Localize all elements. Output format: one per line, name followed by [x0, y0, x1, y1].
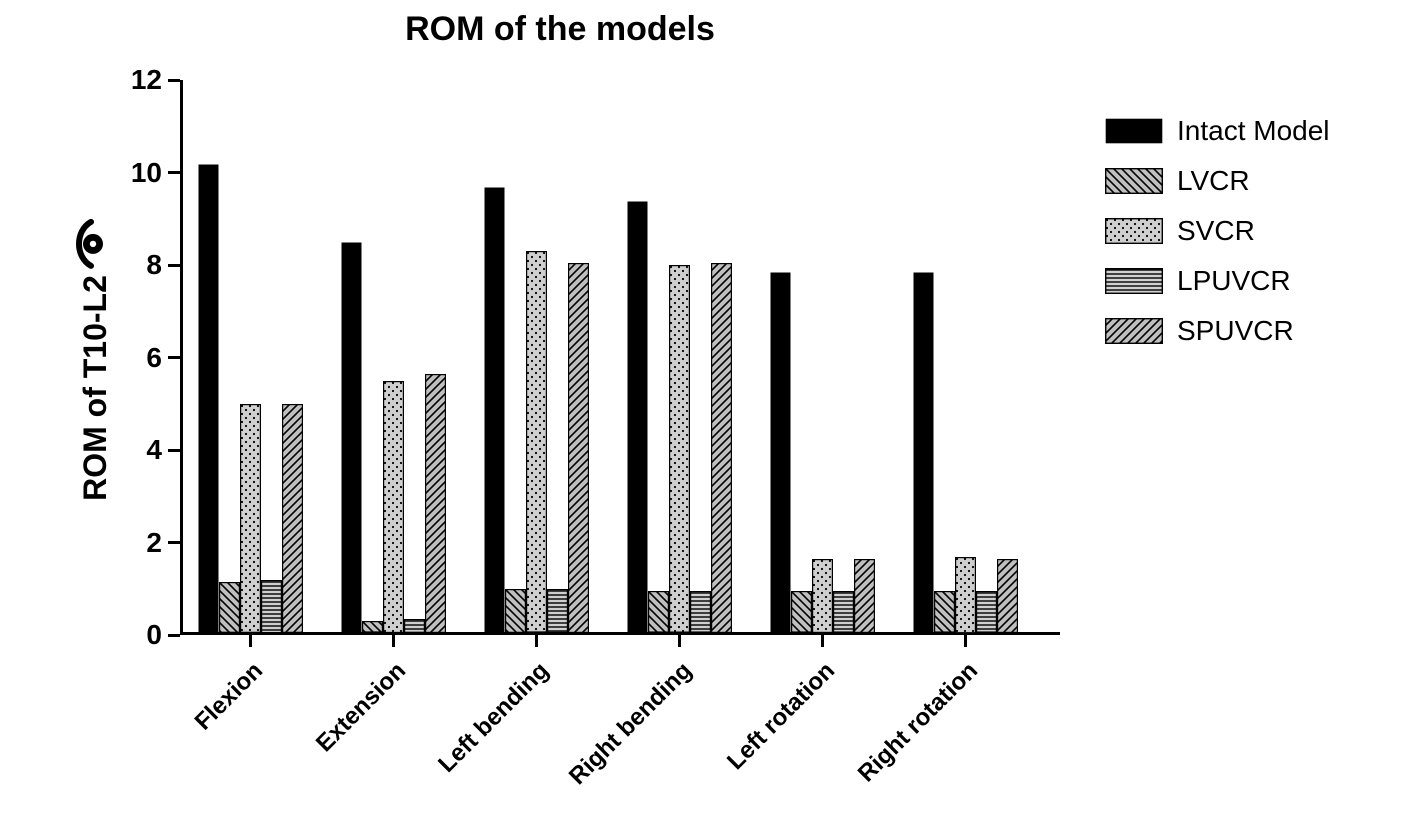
x-tick-label: Right rotation: [852, 657, 983, 788]
x-tick: [678, 635, 681, 647]
legend-label: Intact Model: [1177, 115, 1330, 147]
bar: [341, 242, 362, 633]
y-axis-label-text: ROM of T10-L2: [77, 275, 114, 501]
bar: [913, 272, 934, 633]
y-tick-label: 2: [146, 527, 180, 559]
legend-label: SVCR: [1177, 215, 1255, 247]
bar: [547, 589, 568, 633]
bar: [627, 201, 648, 633]
bar: [484, 187, 505, 633]
bar: [934, 591, 955, 633]
bar: [568, 263, 589, 633]
x-tick-label: Left bending: [433, 657, 555, 779]
legend-label: LVCR: [1177, 165, 1250, 197]
legend-item: Intact Model: [1105, 115, 1330, 147]
x-tick: [249, 635, 252, 647]
legend-swatch: [1105, 318, 1163, 344]
x-tick: [535, 635, 538, 647]
y-tick-label: 4: [146, 434, 180, 466]
x-tick-label: Flexion: [189, 657, 268, 736]
bar: [219, 582, 240, 633]
y-tick-label: 8: [146, 249, 180, 281]
bar: [669, 265, 690, 633]
legend-swatch: [1105, 168, 1163, 194]
eye-degree-icon: [73, 219, 117, 269]
legend-item: SPUVCR: [1105, 315, 1330, 347]
bar: [362, 621, 383, 633]
chart-title: ROM of the models: [50, 10, 1070, 49]
x-tick: [821, 635, 824, 647]
bar: [404, 619, 425, 633]
bar: [833, 591, 854, 633]
bar: [812, 559, 833, 633]
bar: [997, 559, 1018, 633]
y-tick-label: 6: [146, 342, 180, 374]
chart-container: ROM of the models ROM of T10-L2: [50, 10, 1370, 830]
legend-item: LVCR: [1105, 165, 1330, 197]
y-axis-line: [180, 80, 183, 635]
legend: Intact Model LVCR SVCR LPUVCR SPUVCR: [1105, 115, 1330, 347]
bar: [955, 557, 976, 633]
legend-label: SPUVCR: [1177, 315, 1294, 347]
x-tick-label: Extension: [310, 657, 411, 758]
bar: [505, 589, 526, 633]
y-tick-label: 10: [131, 157, 180, 189]
bar: [282, 404, 303, 633]
plot-area: 024681012FlexionExtensionLeft bendingRig…: [180, 80, 1060, 635]
bar: [976, 591, 997, 633]
bar: [240, 404, 261, 633]
bar: [526, 251, 547, 633]
legend-item: LPUVCR: [1105, 265, 1330, 297]
bar: [854, 559, 875, 633]
x-tick-label: Left rotation: [722, 657, 841, 776]
legend-swatch: [1105, 118, 1163, 144]
bar: [648, 591, 669, 633]
bar: [261, 580, 282, 633]
y-axis-label: ROM of T10-L2: [73, 219, 117, 501]
bar: [770, 272, 791, 633]
y-tick-label: 12: [131, 64, 180, 96]
y-tick-label: 0: [146, 619, 180, 651]
legend-swatch: [1105, 268, 1163, 294]
legend-item: SVCR: [1105, 215, 1330, 247]
bar: [791, 591, 812, 633]
bar: [383, 381, 404, 633]
x-tick: [964, 635, 967, 647]
legend-swatch: [1105, 218, 1163, 244]
bar: [711, 263, 732, 633]
bar: [198, 164, 219, 633]
bar: [425, 374, 446, 633]
legend-label: LPUVCR: [1177, 265, 1291, 297]
x-tick-label: Right bending: [563, 657, 697, 791]
x-tick: [392, 635, 395, 647]
bar: [690, 591, 711, 633]
